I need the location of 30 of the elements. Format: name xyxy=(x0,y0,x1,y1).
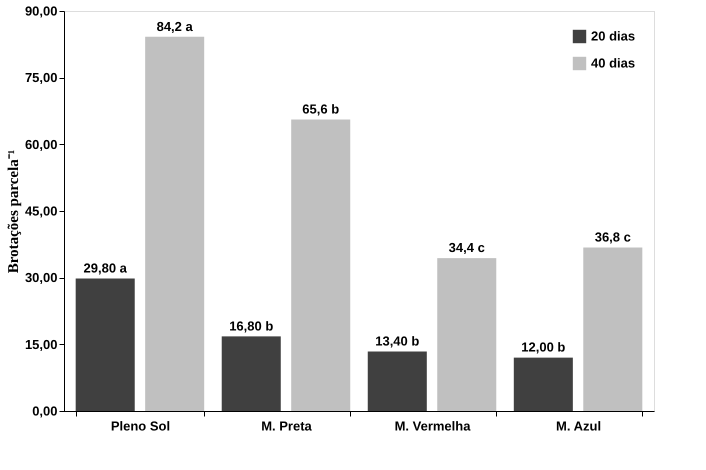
bar xyxy=(76,278,135,411)
y-tick-label: 15,00 xyxy=(24,336,58,352)
bar xyxy=(514,358,573,411)
bar xyxy=(291,119,350,411)
y-tick-label: 45,00 xyxy=(24,204,58,218)
legend-label: 20 dias xyxy=(591,28,636,44)
bar xyxy=(583,247,642,411)
y-tick-label: 60,00 xyxy=(24,136,58,152)
data-label: 65,6 b xyxy=(302,101,340,116)
data-label: 84,2 a xyxy=(156,18,194,34)
data-label: 13,40 b xyxy=(375,333,420,348)
x-tick-label: Pleno Sol xyxy=(110,418,170,434)
data-label: 36,8 c xyxy=(594,229,631,244)
bar xyxy=(437,258,496,411)
y-axis-title: Brotações parcela⁻¹ xyxy=(6,150,22,274)
bar xyxy=(222,336,281,411)
data-label: 29,80 a xyxy=(84,260,128,276)
data-label: 34,4 c xyxy=(448,240,485,256)
y-tick-label: 75,00 xyxy=(24,70,58,86)
y-tick-label: 0,00 xyxy=(32,404,58,418)
data-label: 16,80 b xyxy=(229,318,274,334)
legend-label: 40 dias xyxy=(591,56,636,70)
x-tick-label: M. Vermelha xyxy=(394,418,472,434)
y-tick-label: 30,00 xyxy=(24,270,58,286)
bar xyxy=(368,351,427,411)
y-tick-label: 90,00 xyxy=(24,4,58,18)
bar xyxy=(145,36,204,411)
x-tick-label: M. Preta xyxy=(261,418,313,434)
x-tick-label: M. Azul xyxy=(556,418,602,434)
data-label: 12,00 b xyxy=(521,340,566,355)
